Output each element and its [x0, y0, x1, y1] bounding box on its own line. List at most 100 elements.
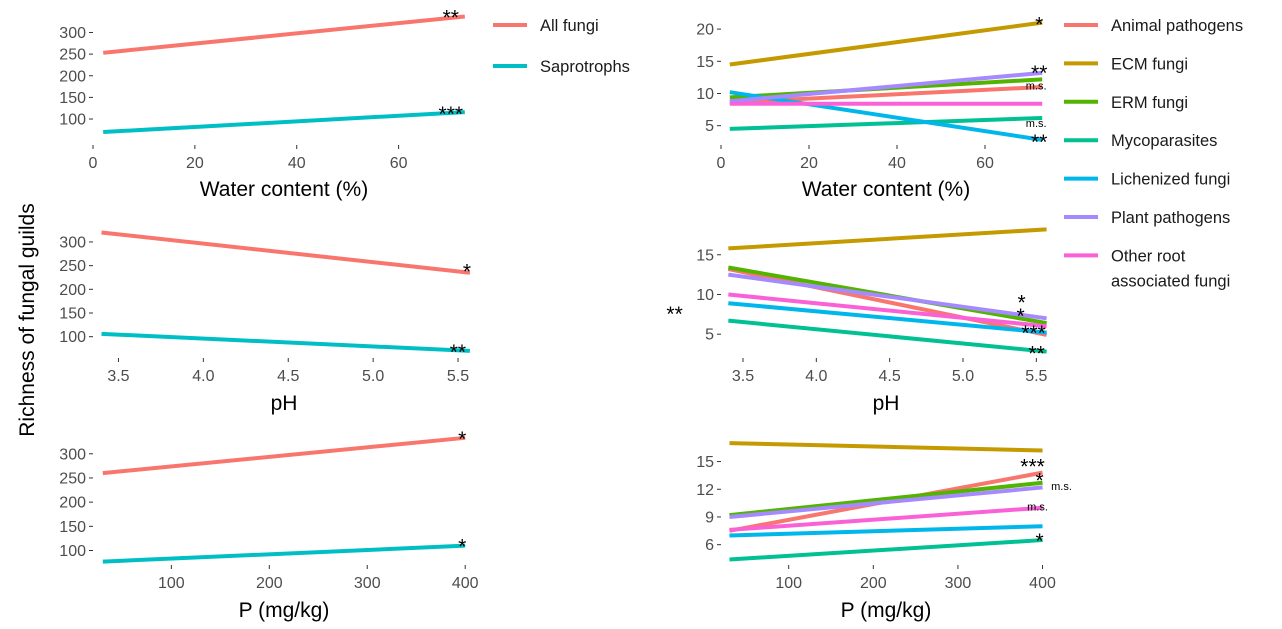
x-tick-label: 60	[390, 155, 408, 172]
significance-label: m.s.	[1027, 502, 1048, 514]
x-tick-label: 100	[158, 575, 185, 592]
y-tick-label: 5	[705, 327, 714, 344]
legend-label-plant-pathogens: Plant pathogens	[1111, 209, 1230, 227]
x-tick-label: 300	[945, 575, 972, 592]
significance-label: *	[463, 261, 471, 284]
y-tick-label: 12	[696, 482, 714, 499]
x-tick-label: 5.5	[1025, 368, 1047, 385]
x-tick-label: 100	[775, 575, 802, 592]
x-axis-title: P (mg/kg)	[841, 599, 932, 622]
legend-label-continued: associated fungi	[1111, 272, 1230, 290]
y-tick-label: 9	[705, 509, 714, 526]
significance-label: **	[443, 6, 459, 29]
legend-label-mycoparasites: Mycoparasites	[1111, 132, 1217, 150]
y-tick-label: 150	[59, 90, 86, 107]
panel-left-top: 100 150 200 250 300 0 20 40 60 Water content (%) *…	[59, 6, 466, 201]
y-tick-label: 100	[59, 329, 86, 346]
series-line-lichenized-fungi	[729, 524, 1043, 538]
legend-label-lichenized-fungi: Lichenized fungi	[1111, 171, 1230, 189]
x-tick-label: 4.5	[277, 368, 299, 385]
series-line-plant-pathogens	[729, 70, 1043, 104]
x-tick-label: 300	[354, 575, 381, 592]
panel-right-top: 5 10 15 20 0 20 40 60 Water content (%) * m.s. m.s.…	[696, 14, 1047, 201]
x-axis-title: Water content (%)	[802, 178, 970, 201]
y-tick-label: 300	[59, 25, 86, 42]
significance-label: m.s.	[1051, 481, 1072, 493]
significance-label: m.s.	[1026, 118, 1047, 130]
significance-label: m.s.	[1026, 80, 1047, 92]
y-tick-label: 150	[59, 519, 86, 536]
series-line-erm-fungi	[729, 480, 1043, 518]
series-line-plant-pathogens	[729, 485, 1043, 519]
series-line-mycoparasites	[729, 538, 1043, 562]
x-tick-label: 3.5	[107, 368, 129, 385]
x-axis-title: pH	[271, 392, 298, 415]
x-tick-label: 20	[800, 155, 818, 172]
significance-label: *	[1017, 305, 1025, 328]
x-tick-label: 40	[888, 155, 906, 172]
x-axis-title: pH	[873, 392, 900, 415]
legend-label-ecm-fungi: ECM fungi	[1111, 55, 1188, 73]
y-tick-label: 6	[705, 537, 714, 554]
legend-right: Animal pathogens ECM fungi ERM fungi Mycopa…	[1064, 17, 1243, 290]
y-tick-label: 20	[696, 22, 714, 39]
y-tick-label: 10	[696, 287, 714, 304]
x-tick-label: 4.0	[192, 368, 214, 385]
x-axis-title: P (mg/kg)	[239, 599, 330, 622]
y-tick-label: 250	[59, 470, 86, 487]
series-line-mycoparasites	[729, 115, 1043, 131]
y-tick-label: 5	[705, 118, 714, 135]
y-tick-label: 100	[59, 112, 86, 129]
x-tick-label: 5.5	[447, 368, 469, 385]
series-line-all-fungi	[102, 14, 466, 55]
y-tick-label: 100	[59, 543, 86, 560]
significance-label: **	[666, 303, 682, 326]
y-tick-label: 15	[696, 54, 714, 71]
y-tick-label: 10	[696, 86, 714, 103]
x-tick-label: 60	[976, 155, 994, 172]
x-tick-label: 4.0	[805, 368, 827, 385]
significance-label: ***	[1021, 322, 1046, 345]
x-tick-label: 400	[452, 575, 479, 592]
series-line-saprotrophs	[101, 331, 470, 353]
series-line-all-fungi	[102, 435, 466, 476]
y-tick-label: 200	[59, 495, 86, 512]
series-line-lichenized-fungi	[728, 301, 1047, 335]
series-line-ecm-fungi	[728, 227, 1047, 251]
x-tick-label: 3.5	[732, 368, 754, 385]
y-tick-label: 300	[59, 234, 86, 251]
significance-label: *	[1035, 530, 1043, 553]
y-tick-label: 250	[59, 258, 86, 275]
x-tick-label: 0	[89, 155, 98, 172]
panels: 100 150 200 250 300 0 20 40 60 Water content (%) *…	[59, 6, 1072, 622]
legend-label-animal-pathogens: Animal pathogens	[1111, 17, 1243, 35]
legend-left: All fungi Saprotrophs	[493, 17, 630, 76]
series-line-all-fungi	[101, 230, 471, 275]
x-tick-label: 20	[186, 155, 204, 172]
y-tick-label: 150	[59, 306, 86, 323]
significance-label: **	[450, 341, 466, 364]
significance-label: **	[1031, 131, 1047, 154]
significance-label: ***	[1020, 456, 1045, 479]
x-tick-label: 40	[288, 155, 306, 172]
significance-label: *	[458, 536, 466, 559]
significance-label: ***	[439, 103, 464, 126]
x-tick-label: 5.0	[362, 368, 384, 385]
series-line-plant-pathogens	[728, 272, 1047, 321]
y-tick-label: 200	[59, 68, 86, 85]
shared-y-axis-title: Richness of fungal guilds	[16, 203, 39, 436]
x-tick-label: 200	[256, 575, 283, 592]
legend-label-erm-fungi: ERM fungi	[1111, 94, 1188, 112]
series-line-saprotrophs	[102, 543, 466, 564]
y-tick-label: 200	[59, 282, 86, 299]
series-line-ecm-fungi	[729, 441, 1043, 453]
significance-label: *	[1018, 291, 1026, 314]
y-tick-label: 15	[696, 247, 714, 264]
significance-label: **	[1028, 343, 1044, 366]
significance-label: *	[1035, 14, 1043, 37]
legend-label-saprotrophs: Saprotrophs	[540, 58, 630, 76]
legend-label-all-fungi: All fungi	[540, 17, 599, 35]
